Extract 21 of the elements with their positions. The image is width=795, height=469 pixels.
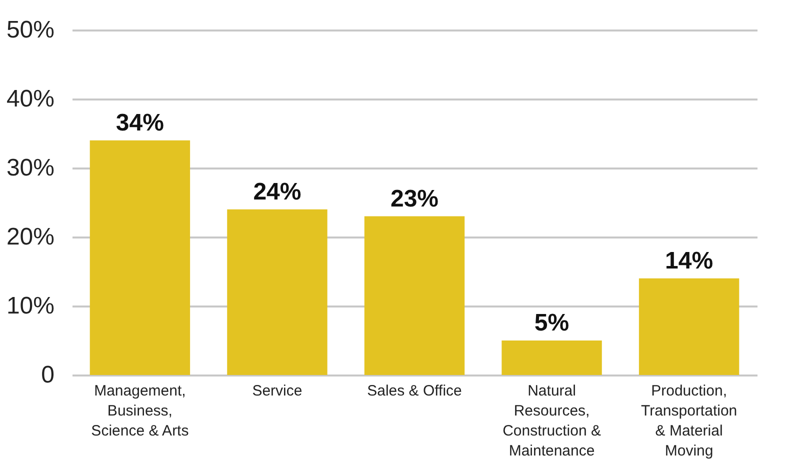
data-label: 14%	[665, 247, 714, 274]
x-tick-label: Management, Business, Science & Arts	[91, 382, 189, 440]
y-tick-label: 50%	[6, 16, 54, 44]
y-tick-label: 40%	[6, 86, 54, 112]
data-label: 24%	[253, 178, 302, 206]
bar	[638, 278, 740, 375]
x-tick-label: Service	[252, 382, 302, 400]
data-label: 23%	[390, 185, 439, 212]
x-tick-label: Production, Transportation & Material Moving	[640, 382, 738, 460]
y-tick-label: 10%	[6, 292, 54, 320]
bar	[90, 140, 190, 375]
y-tick-label: 30%	[6, 154, 54, 182]
x-tick-label: Natural Resources, Construction & Maintenance	[502, 382, 601, 460]
x-tick-label: Sales & Office	[367, 382, 462, 400]
bar	[364, 216, 465, 375]
y-tick-label: 20%	[6, 224, 54, 250]
y-tick-label: 0	[41, 362, 54, 388]
data-label: 5%	[534, 310, 570, 336]
bar	[227, 209, 328, 375]
bar	[502, 340, 602, 375]
data-label: 34%	[116, 109, 164, 136]
